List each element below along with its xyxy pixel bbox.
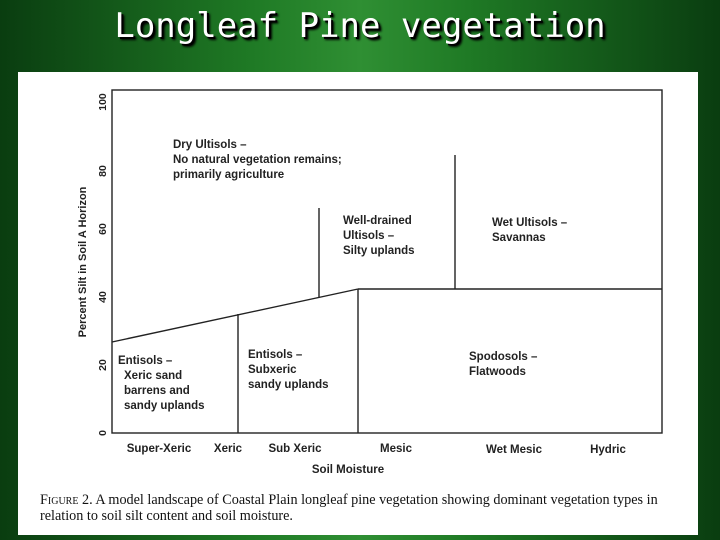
plot-frame [111,89,663,434]
region-spodosols-label: Spodosols – Flatwoods [469,351,541,378]
y-tick: 100 [97,93,109,111]
vegetation-diagram: Percent Silt in Soil A Horizon 0 20 40 6… [77,89,663,476]
x-category: Hydric [590,444,626,456]
y-axis-label: Percent Silt in Soil A Horizon [77,186,89,337]
figure-panel: Percent Silt in Soil A Horizon 0 20 40 6… [18,72,698,535]
y-tick: 20 [97,359,109,371]
slide-title: Longleaf Pine vegetation [114,6,606,46]
x-axis-label: Soil Moisture [312,464,384,476]
y-tick: 60 [97,223,109,235]
y-tick: 80 [97,165,109,177]
region-entisols-xeric-label: Entisols – Xeric sand barrens and sandy … [118,355,205,412]
region-entisols-subxeric-label: Entisols – Subxeric sandy uplands [248,349,329,391]
x-category: Mesic [380,443,413,455]
x-category: Wet Mesic [486,444,543,456]
figure-caption: Figure 2. A model landscape of Coastal P… [40,492,690,524]
region-wet-ultisols-label: Wet Ultisols – Savannas [492,217,570,244]
region-dry-ultisols-label: Dry Ultisols – No natural vegetation rem… [173,139,345,181]
caption-label: Figure 2. [40,492,93,508]
x-category: Xeric [214,443,243,455]
x-category: Super-Xeric [127,443,192,455]
caption-text: A model landscape of Coastal Plain longl… [40,492,658,524]
y-tick: 0 [97,430,109,436]
region-well-drained-ultisols-label: Well-drained Ultisols – Silty uplands [343,215,415,257]
x-category: Sub Xeric [268,443,322,455]
boundary-sloped-line [111,288,359,343]
y-tick: 40 [97,291,109,303]
